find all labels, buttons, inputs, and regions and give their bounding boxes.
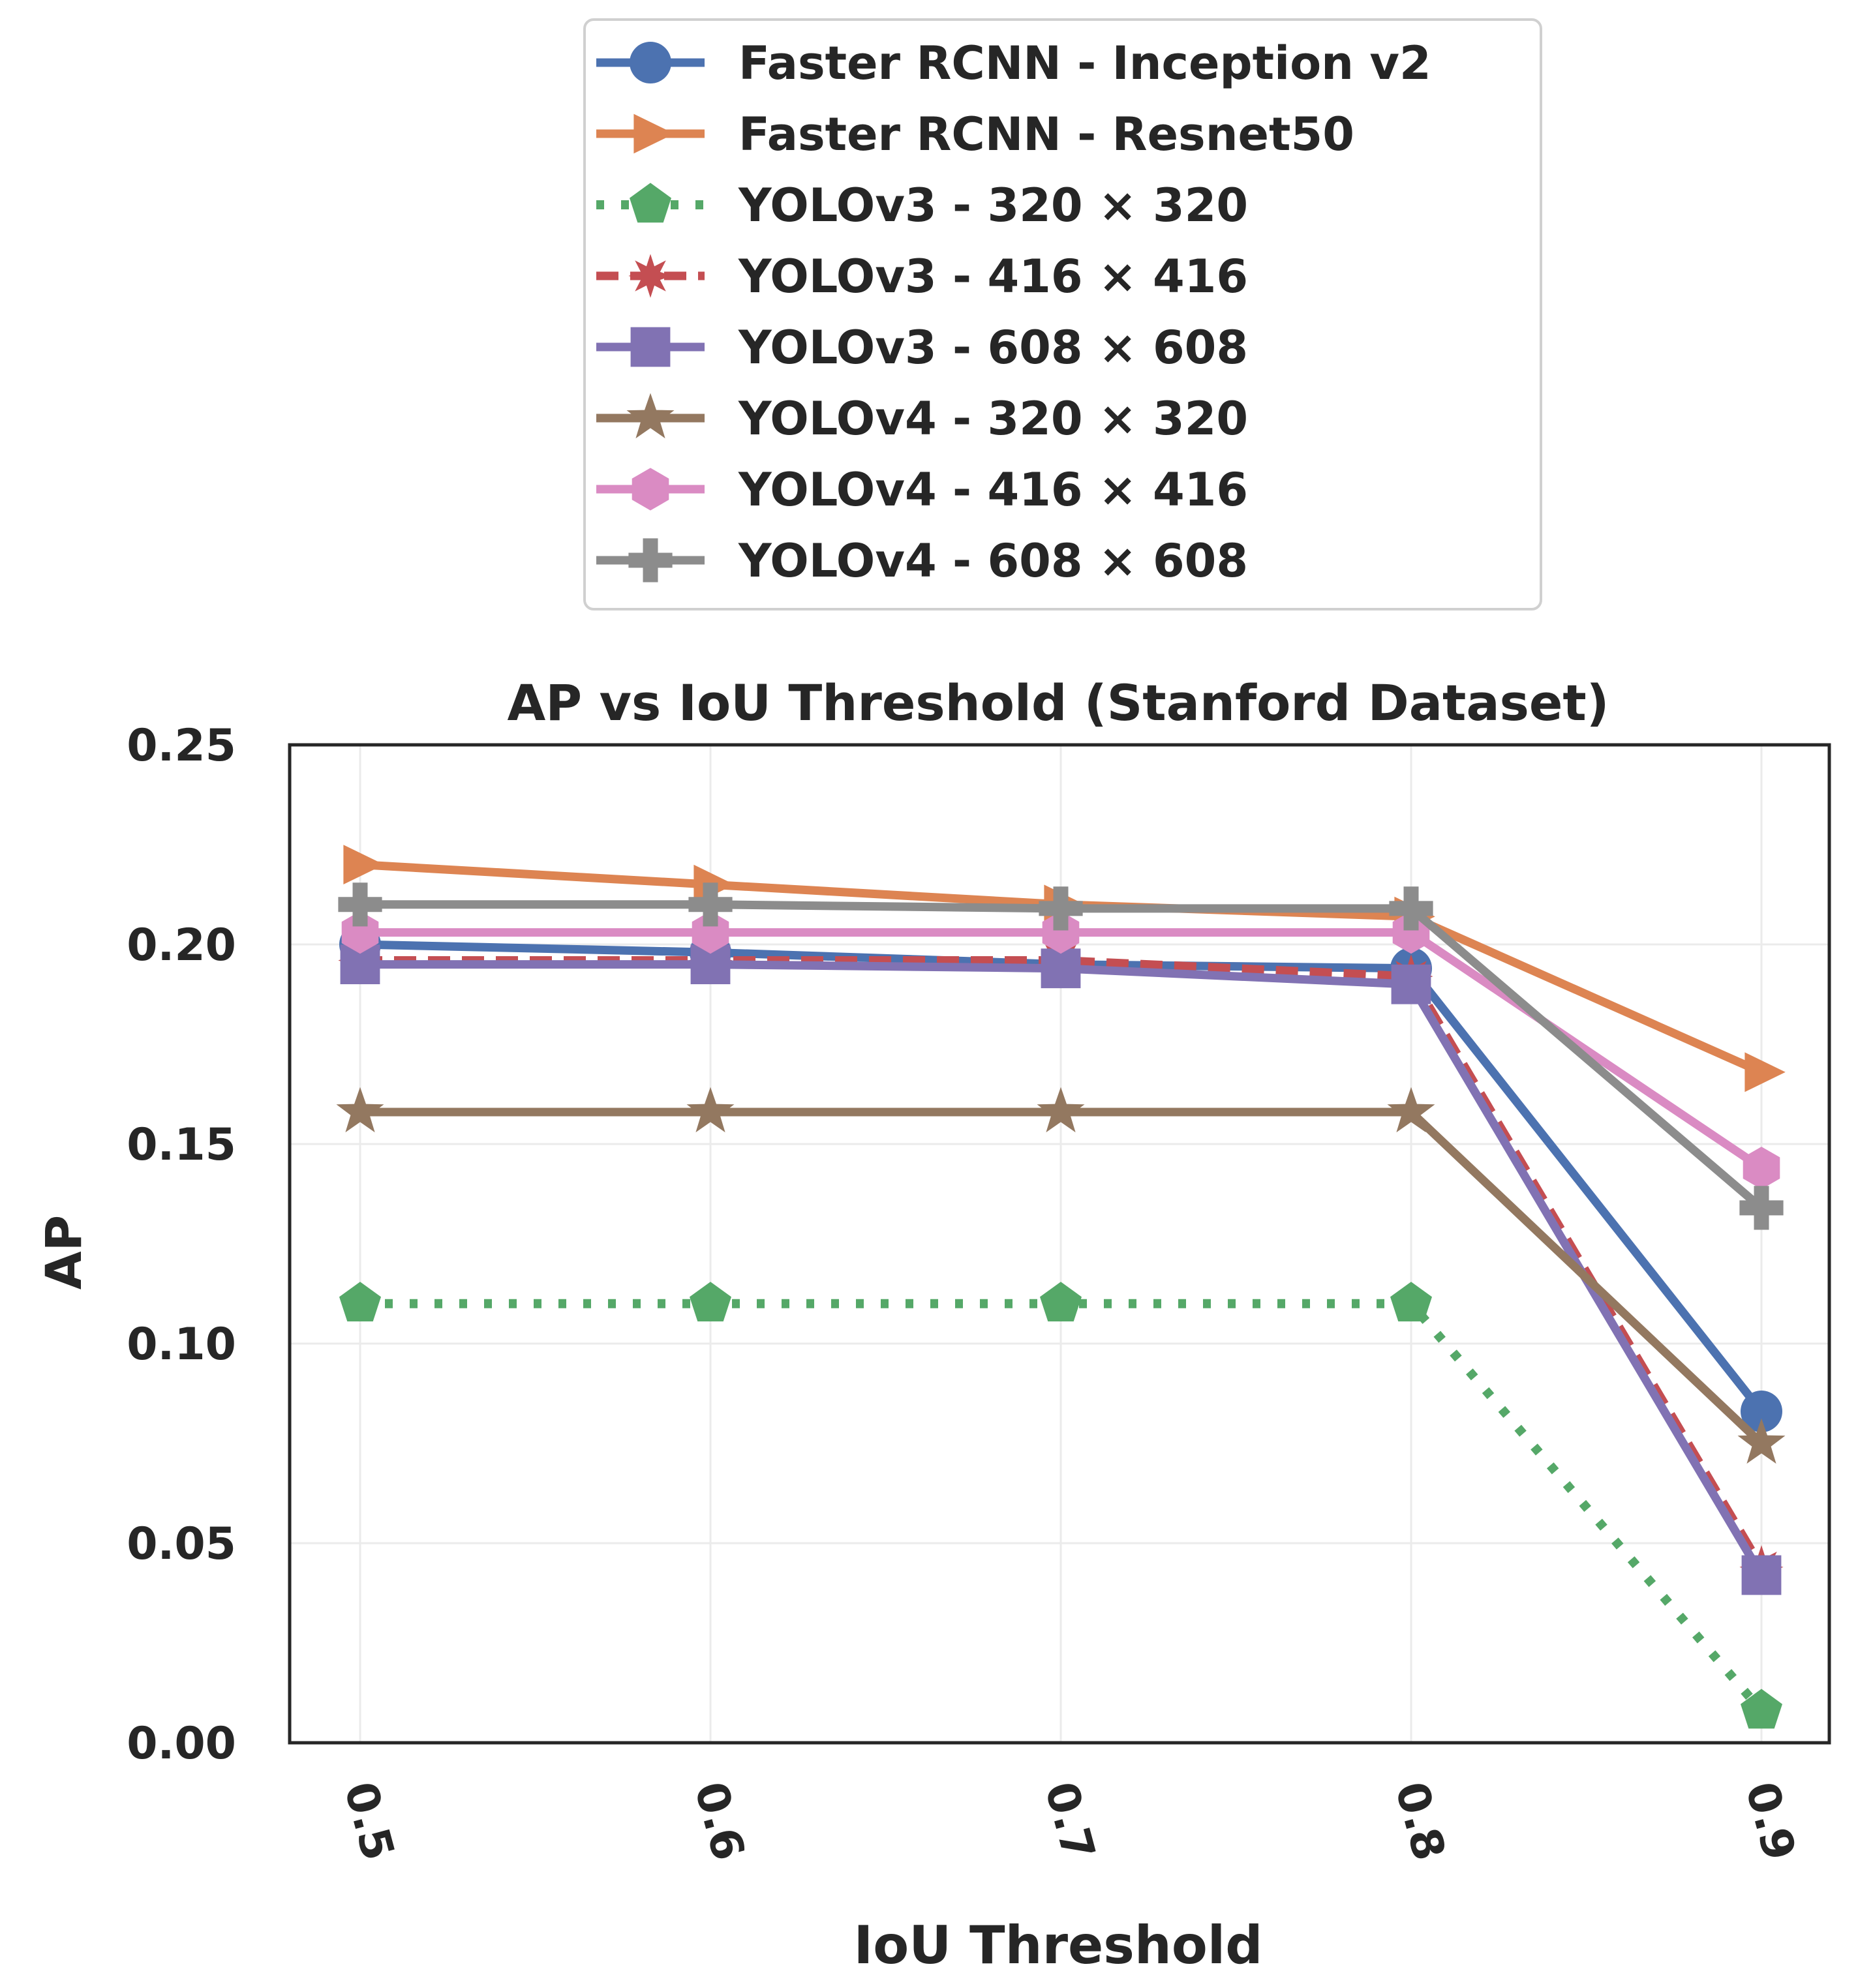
legend-marker (630, 183, 671, 223)
data-point (339, 1282, 381, 1321)
legend-entry: YOLOv4 - 608 × 608 (596, 534, 1248, 588)
chart-title: AP vs IoU Threshold (Stanford Dataset) (508, 674, 1609, 732)
series-8 (338, 882, 1784, 1230)
data-point (686, 1087, 735, 1133)
legend-entries: Faster RCNN - Inception v2 Faster RCNN - … (596, 37, 1431, 588)
legend-marker (630, 42, 671, 83)
y-tick-label: 0.00 (127, 1718, 236, 1770)
y-tick-label: 0.25 (127, 720, 236, 772)
legend-label: YOLOv3 - 416 × 416 (738, 250, 1248, 303)
data-point (1389, 886, 1433, 931)
x-tick-label: 0.9 (1735, 1777, 1805, 1866)
data-point (1037, 1087, 1085, 1133)
legend-entry: YOLOv3 - 320 × 320 (596, 179, 1248, 232)
legend-entry: YOLOv3 - 416 × 416 (596, 250, 1248, 303)
y-axis-label: AP (35, 1215, 93, 1290)
axis-layer: 0.00 0.05 0.10 0.15 0.20 0.25 0.5 0.6 0.7 0.8 0.9 (127, 720, 1805, 1866)
plot-frame (288, 743, 1831, 1745)
x-tick-label: 0.6 (684, 1777, 754, 1866)
data-point (1391, 964, 1431, 1004)
legend-entry: Faster RCNN - Inception v2 (596, 37, 1431, 90)
x-tick-label: 0.5 (334, 1777, 404, 1866)
legend: Faster RCNN - Inception v2 Faster RCNN - … (583, 18, 1542, 610)
data-point (688, 882, 733, 927)
legend-label: YOLOv4 - 320 × 320 (738, 392, 1248, 445)
data-point (338, 882, 382, 927)
data-point (1387, 1087, 1435, 1133)
data-point (1040, 1282, 1082, 1321)
legend-marker (628, 254, 673, 298)
data-point (692, 911, 729, 954)
x-axis-label: IoU Threshold (854, 1915, 1263, 1976)
legend-entry: YOLOv3 - 608 × 608 (596, 321, 1248, 374)
legend-marker (633, 113, 675, 154)
y-tick-label: 0.20 (127, 920, 236, 971)
legend-entry: Faster RCNN - Resnet50 (596, 108, 1354, 161)
data-point (1741, 1689, 1782, 1729)
x-tick-label: 0.7 (1035, 1777, 1104, 1866)
data-point (336, 1087, 384, 1133)
legend-marker (626, 393, 675, 439)
legend-label: YOLOv4 - 608 × 608 (738, 534, 1248, 588)
data-point (341, 911, 379, 954)
data-point (1744, 1052, 1786, 1092)
data-point (1042, 911, 1080, 954)
y-tick-label: 0.05 (127, 1518, 236, 1570)
data-point (1737, 1418, 1786, 1464)
series-3 (339, 1282, 1782, 1729)
legend-label: YOLOv3 - 320 × 320 (738, 179, 1248, 232)
legend-entry: YOLOv4 - 416 × 416 (596, 463, 1248, 517)
data-point (1741, 1391, 1782, 1433)
legend-marker (630, 327, 671, 367)
legend-marker (628, 538, 673, 582)
x-tick-label: 0.8 (1385, 1777, 1455, 1866)
legend-marker (632, 468, 669, 511)
legend-label: Faster RCNN - Resnet50 (739, 108, 1354, 161)
data-point (1039, 886, 1083, 931)
data-point (343, 845, 384, 884)
data-point (690, 1282, 731, 1321)
legend-label: Faster RCNN - Inception v2 (739, 37, 1431, 90)
data-point (1041, 948, 1081, 989)
data-point (1741, 1555, 1782, 1595)
data-point (1739, 1186, 1784, 1230)
legend-label: YOLOv3 - 608 × 608 (738, 321, 1248, 374)
y-tick-label: 0.10 (127, 1319, 236, 1370)
legend-frame (583, 18, 1542, 610)
data-point (1743, 1147, 1780, 1190)
legend-label: YOLOv4 - 416 × 416 (738, 463, 1248, 517)
series-6 (336, 1087, 1786, 1464)
legend-entry: YOLOv4 - 320 × 320 (596, 392, 1248, 445)
y-tick-label: 0.15 (127, 1119, 236, 1171)
data-point (1390, 1282, 1432, 1321)
series-layer (336, 845, 1786, 1729)
